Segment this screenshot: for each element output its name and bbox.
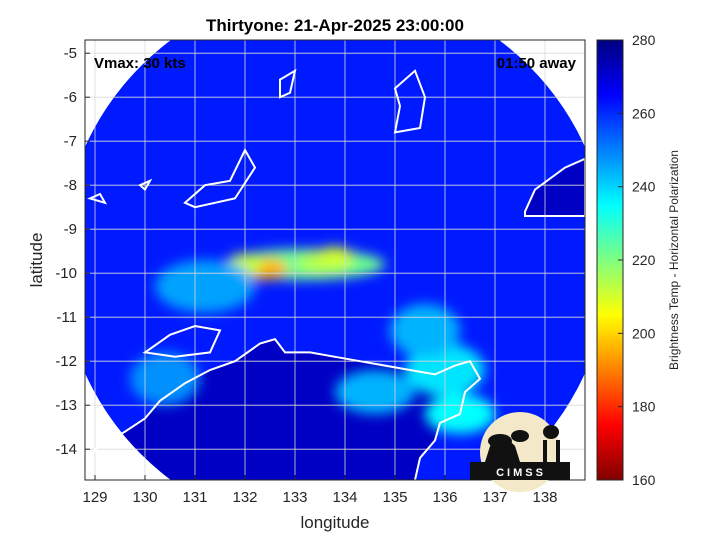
colorbar-tick-label: 220 — [632, 252, 656, 268]
colorbar-tick-label: 260 — [632, 105, 656, 121]
y-tick-label: -9 — [64, 221, 77, 238]
chart-title: Thirtyone: 21-Apr-2025 23:00:00 — [206, 16, 464, 35]
x-axis-label: longitude — [300, 513, 369, 532]
x-tick-label: 137 — [482, 489, 507, 506]
coastlines — [85, 68, 585, 480]
vmax-annotation: Vmax: 30 kts — [94, 55, 186, 72]
y-tick-label: -13 — [55, 397, 77, 414]
time-away-annotation: 01:50 away — [497, 55, 577, 72]
island-outline-0 — [142, 324, 222, 358]
colorbar-tick-label: 240 — [632, 179, 656, 195]
y-axis-label: latitude — [27, 233, 46, 288]
y-tick-label: -10 — [55, 265, 77, 282]
x-tick-label: 132 — [232, 489, 257, 506]
cloud-feature-8 — [155, 260, 255, 313]
y-tick-label: -6 — [64, 89, 77, 106]
colorbar-tick-label: 160 — [632, 472, 656, 488]
colorbar-tick-label: 280 — [632, 32, 656, 48]
y-tick-label: -7 — [64, 133, 77, 150]
y-tick-label: -14 — [55, 441, 77, 458]
x-tick-label: 134 — [332, 489, 357, 506]
x-tick-label: 129 — [82, 489, 107, 506]
cloud-feature-9 — [130, 352, 200, 406]
island-outline-4 — [87, 192, 108, 205]
y-tick-label: -5 — [64, 45, 77, 62]
colorbar-label: Brightness Temp - Horizontal Polarizatio… — [667, 150, 681, 370]
colorbar-ticks: 280 260 240 220 200 180 160 — [618, 32, 656, 488]
x-tick-label: 130 — [132, 489, 157, 506]
colorbar-tick-label: 200 — [632, 325, 656, 341]
x-tick-label: 138 — [532, 489, 557, 506]
island-outline-1 — [183, 147, 257, 209]
cloud-feature-7 — [390, 304, 460, 357]
island-outline-ne — [524, 157, 585, 217]
x-tick-label: 136 — [432, 489, 457, 506]
island-outline-2 — [393, 69, 427, 134]
y-axis-ticks: -5 -6 -7 -8 -9 -10 -11 -12 -13 -14 — [55, 45, 90, 458]
logo-text: CIMSS — [496, 467, 546, 479]
y-tick-label: -12 — [55, 353, 77, 370]
x-tick-label: 135 — [382, 489, 407, 506]
cloud-feature-10 — [335, 370, 415, 414]
cloud-feature-4 — [317, 246, 353, 265]
island-outline-3 — [279, 68, 297, 99]
y-tick-label: -8 — [64, 177, 77, 194]
colorbar-tick-label: 180 — [632, 399, 656, 415]
y-tick-label: -11 — [56, 309, 77, 326]
island-outline-5 — [138, 178, 153, 192]
cimss-logo: CIMSS — [470, 412, 570, 492]
x-tick-label: 131 — [182, 489, 207, 506]
coastline-north-australia — [85, 338, 482, 480]
plot-frame — [84, 39, 586, 481]
x-tick-label: 133 — [282, 489, 307, 506]
land-mass-ne — [525, 158, 585, 216]
x-axis-ticks: 129 130 131 132 133 134 135 136 137 138 — [82, 475, 558, 506]
